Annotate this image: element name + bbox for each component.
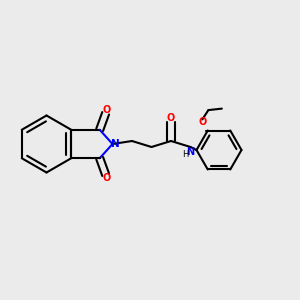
Text: N: N	[110, 139, 119, 149]
Text: H: H	[182, 150, 188, 159]
Text: O: O	[167, 112, 175, 123]
Text: O: O	[102, 105, 110, 115]
Text: N: N	[186, 147, 194, 157]
Text: O: O	[102, 173, 110, 183]
Text: O: O	[198, 116, 206, 127]
